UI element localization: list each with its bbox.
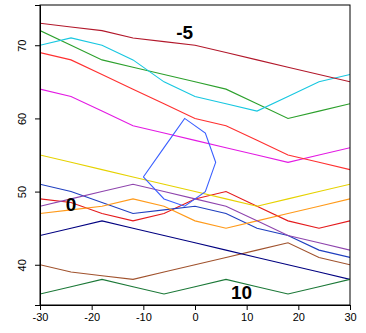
- contour-line: [40, 199, 350, 228]
- contour-line: [40, 221, 350, 280]
- x-axis-line: [41, 306, 351, 311]
- y-tick-label: 70: [16, 40, 28, 52]
- annotation: 0: [66, 194, 77, 215]
- lines: [40, 23, 350, 294]
- chart: -30 -20 -10 0 10 20 30 40 50 60 70 -5 0 10: [0, 0, 366, 333]
- annotation: 10: [231, 282, 252, 303]
- x-tick: 10: [241, 305, 253, 323]
- plot-frame: [40, 5, 350, 305]
- x-tick: -10: [136, 305, 152, 323]
- y-tick-mark: [35, 192, 40, 193]
- y-tick-mark: [35, 45, 40, 46]
- contour-line: [40, 279, 350, 294]
- x-tick: 20: [293, 305, 305, 323]
- x-tick-label: 10: [241, 311, 253, 323]
- x-tick-mark: [143, 305, 144, 310]
- x-axis: -30 -20 -10 0 10 20 30: [33, 305, 357, 323]
- x-tick: -20: [84, 305, 100, 323]
- y-tick-mark: [35, 265, 40, 266]
- contour-line: [40, 31, 350, 119]
- contour-line: [40, 53, 350, 170]
- contour-line: [40, 243, 350, 280]
- y-tick: 60: [16, 113, 40, 125]
- x-tick-label: -30: [33, 311, 49, 323]
- y-tick: 70: [16, 40, 40, 52]
- x-tick: 0: [192, 305, 198, 323]
- contour-line: [40, 38, 350, 111]
- x-tick: 30: [344, 305, 356, 323]
- y-tick-label: 50: [16, 186, 28, 198]
- x-tick: -30: [33, 305, 49, 323]
- y-axis-line: [35, 6, 41, 306]
- y-tick-mark: [35, 118, 40, 119]
- y-tick-label: 60: [16, 113, 28, 125]
- y-axis: 40 50 60 70: [16, 6, 41, 306]
- x-tick-mark: [92, 305, 93, 310]
- x-tick-mark: [195, 305, 196, 310]
- y-tick: 50: [16, 186, 40, 198]
- contour-line: [40, 23, 350, 82]
- y-tick: 40: [16, 259, 40, 271]
- annotation: -5: [176, 22, 193, 43]
- x-tick-label: -10: [136, 311, 152, 323]
- x-tick-mark: [350, 305, 351, 310]
- plot: -30 -20 -10 0 10 20 30 40 50 60 70 -5 0 10: [16, 5, 357, 323]
- x-tick-mark: [298, 305, 299, 310]
- x-tick-label: 0: [192, 311, 198, 323]
- x-tick-label: 30: [344, 311, 356, 323]
- x-tick-label: -20: [84, 311, 100, 323]
- y-tick-label: 40: [16, 259, 28, 271]
- contour-line: [143, 118, 215, 206]
- x-tick-mark: [247, 305, 248, 310]
- contour-line: [40, 184, 350, 250]
- x-tick-label: 20: [293, 311, 305, 323]
